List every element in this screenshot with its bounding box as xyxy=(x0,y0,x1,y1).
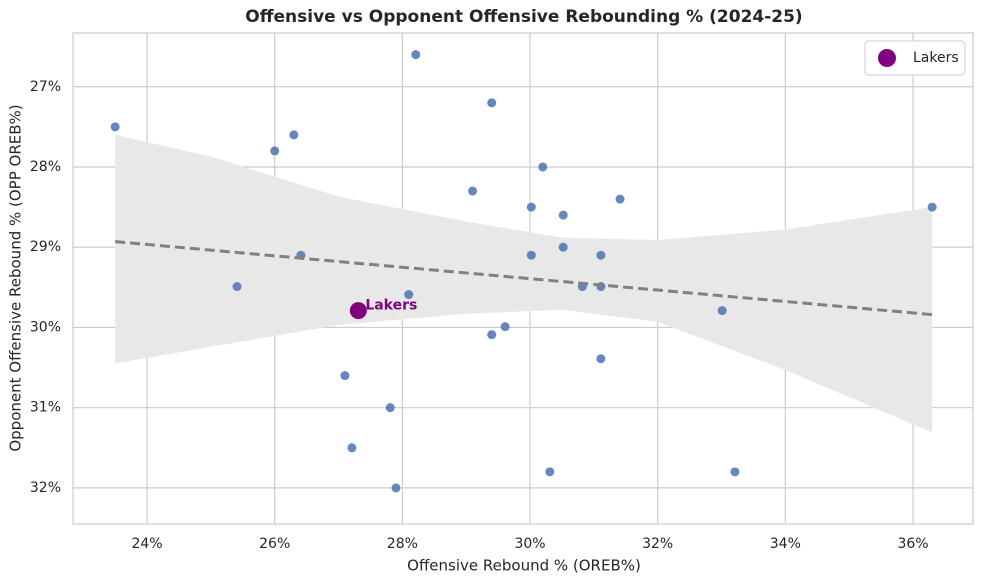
x-tick-label: 26% xyxy=(259,536,290,552)
point xyxy=(558,242,568,252)
x-tick-label: 32% xyxy=(642,536,673,552)
point xyxy=(558,210,568,220)
point xyxy=(526,202,536,212)
point xyxy=(468,186,478,196)
point xyxy=(615,194,625,204)
y-tick-label: 31% xyxy=(30,400,61,416)
point xyxy=(500,322,510,332)
point xyxy=(487,330,497,340)
legend-label: Lakers xyxy=(913,50,959,66)
annotation: Lakers xyxy=(365,298,417,314)
point xyxy=(391,483,401,493)
x-tick-label: 30% xyxy=(514,536,545,552)
x-tick-label: 34% xyxy=(770,536,801,552)
point xyxy=(385,403,395,413)
point xyxy=(347,443,357,453)
y-axis-label: Opponent Offensive Rebound % (OPP OREB%) xyxy=(7,104,25,451)
x-tick-label: 28% xyxy=(387,536,418,552)
point xyxy=(340,371,350,381)
point xyxy=(411,50,421,60)
y-tick-label: 27% xyxy=(30,79,61,95)
point xyxy=(289,130,299,140)
x-axis-label: Offensive Rebound % (OREB%) xyxy=(407,557,641,575)
x-tick-label: 36% xyxy=(897,536,928,552)
point xyxy=(927,202,937,212)
point xyxy=(270,146,280,156)
point xyxy=(717,306,727,316)
x-tick-label: 24% xyxy=(131,536,162,552)
point xyxy=(596,354,606,364)
trend-line xyxy=(114,240,933,317)
y-tick-label: 28% xyxy=(30,159,61,175)
point xyxy=(526,250,536,260)
highlight-point xyxy=(349,302,367,320)
point xyxy=(110,122,120,132)
point xyxy=(538,162,548,172)
point xyxy=(596,250,606,260)
chart-title: Offensive vs Opponent Offensive Reboundi… xyxy=(245,7,802,27)
point xyxy=(232,282,242,292)
point xyxy=(487,98,497,108)
point xyxy=(545,467,555,477)
confidence-band xyxy=(115,134,933,433)
point xyxy=(730,467,740,477)
legend-marker xyxy=(878,49,896,67)
legend xyxy=(864,40,966,76)
y-tick-label: 30% xyxy=(30,319,61,335)
y-tick-label: 32% xyxy=(30,480,61,496)
point xyxy=(404,290,414,300)
y-tick-label: 29% xyxy=(30,239,61,255)
